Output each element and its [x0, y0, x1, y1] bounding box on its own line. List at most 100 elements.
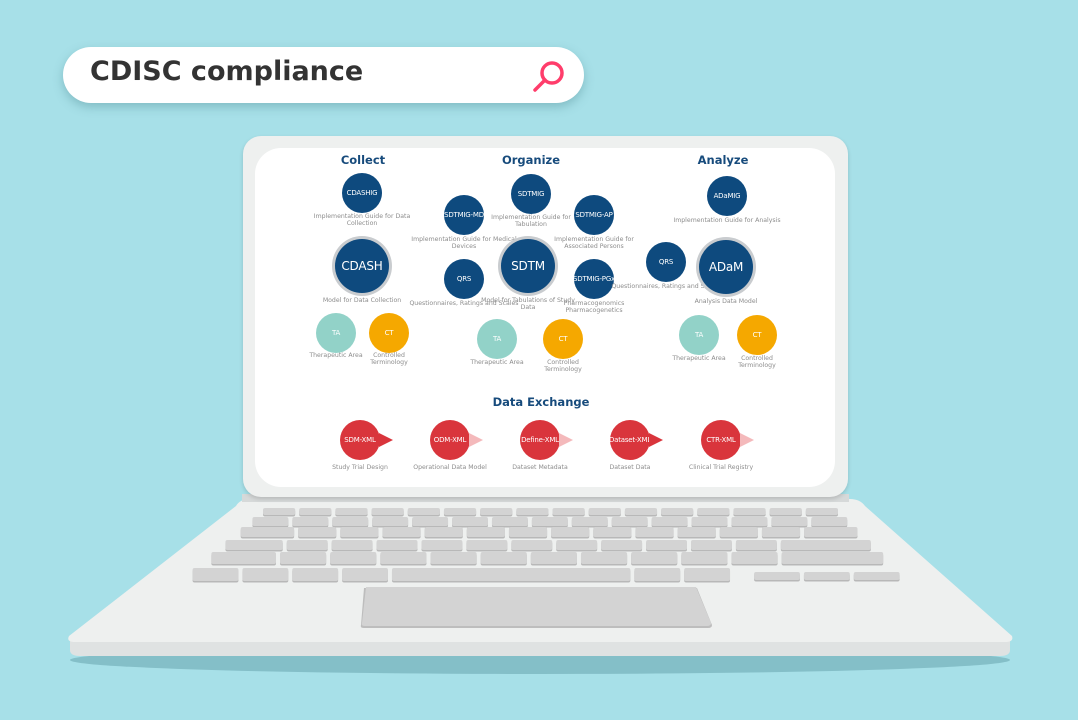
keyboard-key [421, 540, 463, 550]
exchange-1-label: ODM-XML [433, 436, 467, 444]
hinge [242, 494, 849, 502]
search-icon[interactable] [530, 58, 568, 96]
analyze-ta-caption: Therapeutic Area [672, 355, 726, 362]
keyboard-key [424, 527, 463, 537]
keyboard-key [631, 552, 678, 564]
keyboard-key [292, 517, 329, 526]
organize-qrs-label: QRS [456, 275, 472, 283]
organize-sdtmig-caption: Implementation Guide for Tabulation [491, 214, 571, 228]
organize-sdtmig-pgx-node[interactable]: SDTMIG-PGx [573, 259, 615, 299]
organize-sdtm-label: SDTM [511, 259, 545, 273]
exchange-4-node[interactable]: CTR-XML [701, 420, 741, 460]
keyboard-key [805, 508, 838, 515]
keyboard-key [380, 552, 427, 564]
analyze-adamig-node[interactable]: ADaMIG [707, 176, 747, 216]
keyboard-key [580, 552, 628, 564]
organize-ta-caption: Therapeutic Area [470, 359, 524, 366]
keyboard-key [332, 517, 369, 526]
keyboard-key [804, 527, 858, 537]
keyboard-key [601, 540, 643, 550]
keyboard-key [192, 568, 239, 581]
search-bar[interactable]: CDISC compliance [63, 47, 584, 103]
exchange-2-node[interactable]: Define-XML [520, 420, 560, 460]
organize-ta-node[interactable]: TA [477, 319, 517, 359]
keyboard-key [382, 527, 421, 537]
keyboard-key [677, 527, 716, 537]
search-query[interactable]: CDISC compliance [90, 56, 364, 87]
keyboard-key [691, 517, 728, 526]
exchange-3-node[interactable]: Dataset-XML [609, 420, 651, 460]
organize-sdtm-node[interactable]: SDTM [501, 239, 555, 293]
analyze-adam-node[interactable]: ADaM [699, 240, 753, 294]
collect-ct-label: CT [384, 329, 394, 337]
analyze-adam-caption: Analysis Data Model [694, 298, 758, 305]
collect-title: Collect [340, 153, 386, 167]
keyboard-key [531, 517, 568, 526]
keyboard-key [491, 517, 528, 526]
exchange-0-node[interactable]: SDM-XML [340, 420, 380, 460]
organize-sdtmig-node[interactable]: SDTMIG [511, 174, 551, 214]
collect-ta-label: TA [331, 329, 341, 337]
collect-ct-node[interactable]: CT [369, 313, 409, 353]
keyboard-key [376, 540, 418, 550]
organize-sdtmig-md-node[interactable]: SDTMIG-MD [444, 195, 484, 235]
keyboard-key [681, 552, 728, 564]
keyboard-key [551, 527, 590, 537]
exchange-1-node[interactable]: ODM-XML [430, 420, 470, 460]
exchange-1-caption: Operational Data Model [413, 464, 487, 471]
exchange-0-label: SDM-XML [344, 436, 376, 444]
keyboard-key [771, 517, 808, 526]
keyboard-key [331, 540, 373, 550]
analyze-adamig-caption: Implementation Guide for Analysis [673, 217, 781, 224]
analyze-adam-label: ADaM [708, 260, 744, 274]
organize-ta-label: TA [492, 335, 502, 343]
keyboard-key [225, 540, 283, 550]
analyze-ct-node[interactable]: CT [737, 315, 777, 355]
analyze-adamig-label: ADaMIG [713, 192, 741, 200]
keyboard-key [803, 572, 850, 580]
organize-ct-label: CT [558, 335, 568, 343]
analyze-qrs-node[interactable]: QRS [646, 242, 686, 282]
collect-cdash-node[interactable]: CDASH [335, 239, 389, 293]
arrow-icon [469, 433, 483, 447]
base-front-edge [70, 638, 1010, 656]
trackpad [361, 587, 711, 626]
collect-ct-caption: Controlled Terminology [370, 352, 408, 366]
keyboard-key [552, 508, 585, 515]
keyboard-key [853, 572, 900, 580]
collect-ta-node[interactable]: TA [316, 313, 356, 353]
keyboard-key [811, 517, 848, 526]
organize-sdtmig-ap-node[interactable]: SDTMIG-AP [574, 195, 614, 235]
keyboard-key [452, 517, 488, 526]
keyboard-key [252, 517, 289, 526]
keyboard-key [286, 540, 328, 550]
organize-sdtmig-ap-label: SDTMIG-AP [575, 211, 613, 219]
keyboard-key [781, 552, 884, 564]
organize-qrs-node[interactable]: QRS [444, 259, 484, 299]
organize-ct-node[interactable]: CT [543, 319, 583, 359]
analyze-qrs-label: QRS [658, 258, 674, 266]
analyze-ct-label: CT [752, 331, 762, 339]
analyze-ta-node[interactable]: TA [679, 315, 719, 355]
organize-sdtmig-ap-caption: Implementation Guide for Associated Pers… [554, 236, 634, 250]
collect-cdashig-node[interactable]: CDASHIG [342, 173, 382, 213]
keyboard-key [611, 517, 648, 526]
keyboard-key [661, 508, 694, 515]
arrow-icon [649, 433, 663, 447]
analyze-ta-label: TA [694, 331, 704, 339]
collect-ta-caption: Therapeutic Area [309, 352, 363, 359]
organize-sdtm-caption: Model for Tabulations of Study Data [481, 297, 575, 311]
keyboard-key [684, 568, 731, 581]
keyboard-key [646, 540, 687, 550]
organize-sdtmig-md-label: SDTMIG-MD [444, 211, 484, 219]
organize-sdtmig-md-caption: Implementation Guide for Medical Devices [411, 236, 517, 250]
exchange-4-label: CTR-XML [706, 436, 736, 444]
keyboard-key [571, 517, 608, 526]
organize-qrs-caption: Questionnaires, Ratings and Scales [409, 300, 519, 307]
arrow-icon [740, 433, 754, 447]
arrow-icon [559, 433, 573, 447]
collect-cdashig-label: CDASHIG [346, 189, 378, 197]
keyboard-key [480, 508, 513, 515]
keyboard-key [635, 527, 674, 537]
keyboard-key [719, 527, 758, 537]
